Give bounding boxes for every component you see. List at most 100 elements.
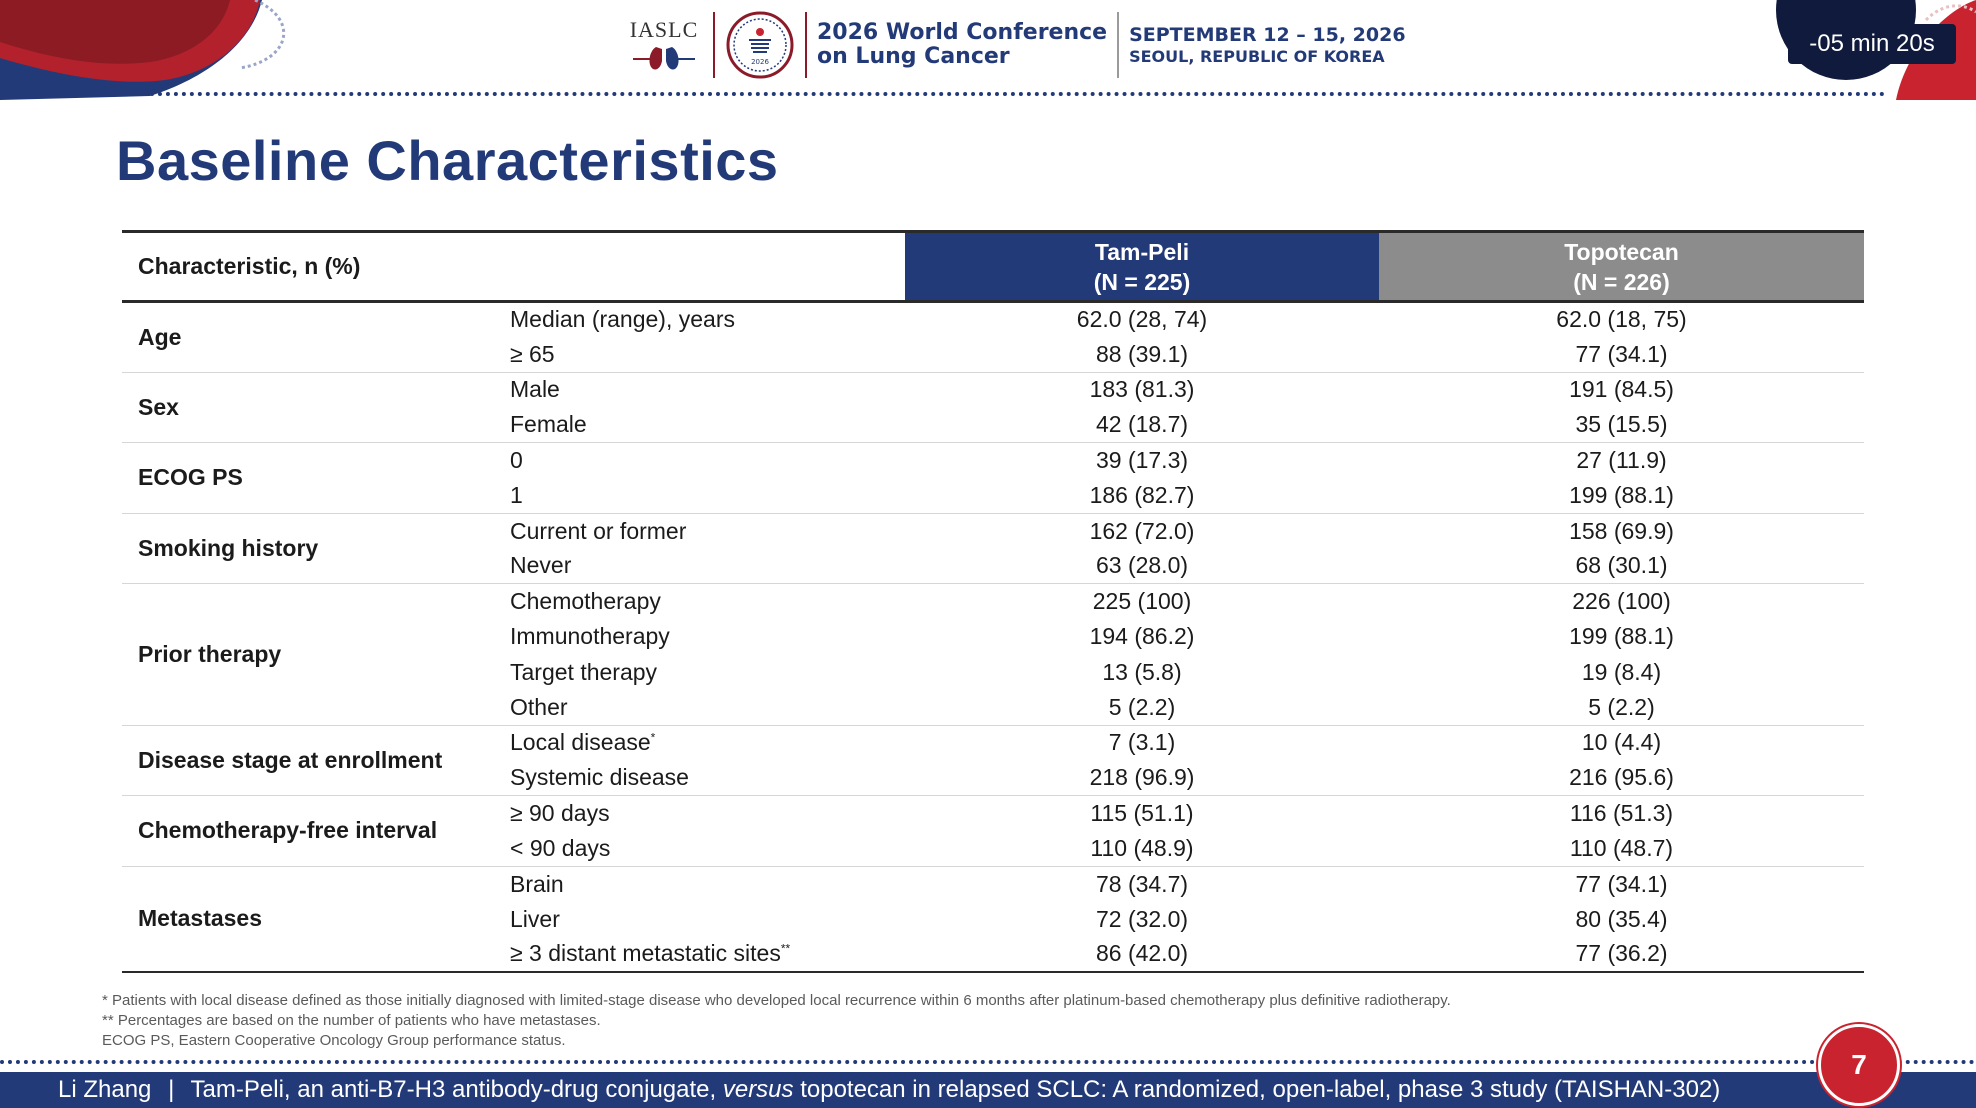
table-row: Immunotherapy 194 (86.2) 199 (88.1) [122, 619, 1864, 654]
page-number: 7 [1818, 1024, 1900, 1106]
conference-date-location: SEPTEMBER 12 – 15, 2026 SEOUL, REPUBLIC … [1129, 23, 1405, 67]
subcategory-label: ≥ 90 days [510, 800, 610, 827]
footer-dotted-divider [0, 1060, 1976, 1064]
baseline-characteristics-table: Characteristic, n (%) Tam-Peli (N = 225)… [122, 230, 1864, 974]
row-subcategory: Never [510, 548, 905, 585]
footnote-marker: * [650, 730, 656, 745]
row-category: Chemotherapy-free interval [122, 795, 510, 867]
header-dotted-divider [150, 92, 1886, 96]
table-row: Smoking history Current or former 162 (72.… [122, 513, 1864, 585]
logo-divider [1117, 12, 1120, 78]
table-row: Never 63 (28.0) 68 (30.1) [122, 548, 1864, 585]
table-row: Age Median (range), years 62.0 (28, 74) 62.… [122, 301, 1864, 373]
tam-peli-label: Tam-Peli [1094, 238, 1190, 265]
topotecan-value: 10 (4.4) [1581, 729, 1662, 756]
topotecan-value: 27 (11.9) [1576, 447, 1667, 474]
subcategory-label: Target therapy [510, 658, 658, 685]
row-subcategory: 1 [510, 477, 905, 514]
topotecan-value: 77 (34.1) [1575, 870, 1668, 897]
table-row: Chemotherapy-free interval ≥ 90 days 115 (… [122, 795, 1864, 867]
row-category: Metastases [122, 866, 510, 974]
footnote-ecog-abbreviation: ECOG PS, Eastern Cooperative Oncology Gr… [102, 1032, 566, 1049]
conference-seal-icon: 2026 [726, 11, 794, 79]
header-left-decoration [0, 0, 286, 100]
row-category: Sex [122, 372, 510, 444]
tam-peli-value: 62.0 (28, 74) [1076, 306, 1208, 333]
footnote-percentages: ** Percentages are based on the number o… [102, 1012, 601, 1029]
conference-title: 2026 World Conference on Lung Cancer [817, 21, 1107, 69]
row-subcategory: ≥ 90 days [510, 796, 905, 831]
topotecan-value: 158 (69.9) [1569, 517, 1674, 544]
row-subcategory: Other [510, 689, 905, 726]
tam-peli-value: 115 (51.1) [1090, 800, 1194, 827]
subcategory-label: Female [510, 411, 587, 438]
row-subcategory: 0 [510, 443, 905, 478]
topotecan-n: (N = 226) [1573, 268, 1670, 295]
tam-peli-n: (N = 225) [1093, 268, 1191, 295]
topotecan-value: 110 (48.7) [1379, 830, 1864, 867]
tam-peli-value: 39 (17.3) [1095, 447, 1189, 474]
row-subcategory: Immunotherapy [510, 619, 905, 654]
conference-location: SEOUL, REPUBLIC OF KOREA [1129, 47, 1385, 66]
row-subcategory: Liver [510, 902, 905, 937]
subcategory-label: Liver [510, 905, 560, 932]
conference-date: SEPTEMBER 12 – 15, 2026 [1129, 24, 1406, 46]
table-header-row: Characteristic, n (%) Tam-Peli (N = 225)… [122, 231, 1864, 302]
topotecan-value: 5 (2.2) [1379, 689, 1864, 726]
footnote-marker: ** [780, 941, 791, 956]
subcategory-label: Male [510, 376, 560, 403]
subcategory-label: ≥ 3 distant metastatic sites [510, 940, 781, 967]
subcategory-label: Chemotherapy [510, 588, 661, 615]
conference-logo-group: IASLC 2026 2026 World Conference on Lung… [625, 8, 1406, 82]
conference-title-line1: 2026 World Conference [817, 20, 1108, 45]
topotecan-value: 216 (95.6) [1379, 760, 1864, 797]
row-subcategory: Chemotherapy [510, 584, 905, 619]
tam-peli-value: 186 (82.7) [905, 477, 1379, 514]
tam-peli-value: 72 (32.0) [1095, 905, 1189, 932]
conference-title-line2: on Lung Cancer [817, 44, 1010, 69]
topotecan-value: 80 (35.4) [1575, 905, 1668, 932]
lungs-icon [633, 47, 695, 70]
tam-peli-value: 183 (81.3) [1089, 376, 1195, 403]
row-subcategory: Local disease* [510, 725, 905, 760]
topotecan-value: 19 (8.4) [1581, 658, 1662, 685]
table-row: Metastases Brain 78 (34.7) 77 (34.1) [122, 866, 1864, 974]
row-subcategory: Brain [510, 866, 905, 901]
table-row: < 90 days 110 (48.9) 110 (48.7) [122, 830, 1864, 867]
table-body: Age Median (range), years 62.0 (28, 74) 62.… [122, 301, 1864, 974]
tam-peli-value: 110 (48.9) [905, 830, 1379, 867]
table-row: 1 186 (82.7) 199 (88.1) [122, 477, 1864, 514]
row-category: ECOG PS [122, 442, 510, 514]
tam-peli-value: 88 (39.1) [905, 336, 1379, 373]
table-row: Sex Male 183 (81.3) 191 (84.5) [122, 372, 1864, 444]
subcategory-label: < 90 days [510, 834, 611, 861]
table-row: Target therapy 13 (5.8) 19 (8.4) [122, 654, 1864, 689]
row-subcategory: Current or former [510, 513, 905, 548]
row-subcategory: < 90 days [510, 830, 905, 867]
footer-bar: Li Zhang | Tam-Peli, an anti-B7-H3 antib… [0, 1072, 1976, 1108]
table-row: ≥ 3 distant metastatic sites** 86 (42.0) 7… [122, 936, 1864, 974]
subcategory-label: Immunotherapy [510, 623, 670, 650]
tam-peli-value: 42 (18.7) [905, 407, 1379, 444]
tam-peli-value: 63 (28.0) [905, 548, 1379, 585]
subcategory-label: ≥ 65 [510, 340, 555, 367]
row-category: Disease stage at enrollment [122, 725, 510, 797]
column-header-topotecan: Topotecan (N = 226) [1379, 231, 1864, 302]
table-row: Disease stage at enrollment Local disease… [122, 725, 1864, 797]
topotecan-value: 77 (36.2) [1379, 936, 1864, 974]
iaslc-logo: IASLC [625, 17, 703, 73]
subcategory-label: Other [510, 693, 568, 720]
footer-citation: Li Zhang | Tam-Peli, an anti-B7-H3 antib… [58, 1072, 1720, 1108]
topotecan-value: 77 (34.1) [1379, 336, 1864, 373]
table-row: ECOG PS 0 39 (17.3) 27 (11.9) [122, 442, 1864, 514]
tam-peli-value: 13 (5.8) [1102, 658, 1182, 685]
column-header-tam-peli: Tam-Peli (N = 225) [905, 231, 1379, 302]
row-subcategory: Median (range), years [510, 302, 905, 337]
tam-peli-value: 86 (42.0) [905, 936, 1379, 974]
tam-peli-value: 162 (72.0) [1089, 517, 1195, 544]
slide-title: Baseline Characteristics [116, 129, 779, 192]
tam-peli-value: 194 (86.2) [1089, 623, 1195, 650]
topotecan-value: 199 (88.1) [1379, 477, 1864, 514]
subcategory-label: Systemic disease [510, 764, 689, 791]
tam-peli-value: 5 (2.2) [905, 689, 1379, 726]
